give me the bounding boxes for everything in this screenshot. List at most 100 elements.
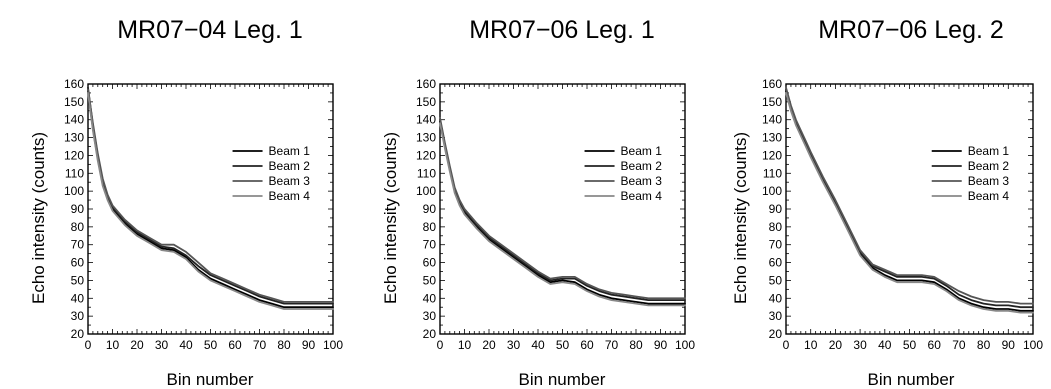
y-tick-label: 110 (417, 166, 436, 180)
x-axis-label: Bin number (167, 370, 254, 389)
legend-label: Beam 1 (621, 144, 663, 158)
y-tick-label: 140 (762, 113, 782, 127)
x-tick-label: 100 (323, 338, 343, 352)
y-tick-label: 110 (763, 166, 782, 180)
x-tick-label: 60 (928, 338, 942, 352)
x-tick-label: 100 (1023, 338, 1043, 352)
panel-title: MR07−06 Leg. 2 (818, 16, 1004, 44)
y-tick-label: 160 (64, 77, 84, 91)
panel-title: MR07−06 Leg. 1 (469, 16, 655, 44)
y-tick-label: 50 (423, 273, 437, 287)
legend-label: Beam 4 (269, 189, 311, 203)
x-tick-label: 30 (155, 338, 169, 352)
legend-label: Beam 2 (968, 159, 1010, 173)
y-tick-label: 20 (769, 327, 783, 341)
x-tick-label: 20 (482, 338, 496, 352)
x-tick-label: 0 (783, 338, 790, 352)
x-tick-label: 70 (605, 338, 619, 352)
y-tick-label: 130 (762, 131, 782, 145)
y-tick-label: 30 (769, 309, 783, 323)
y-tick-label: 150 (762, 95, 782, 109)
x-tick-label: 70 (952, 338, 966, 352)
y-tick-label: 160 (416, 77, 436, 91)
legend-label: Beam 3 (269, 174, 311, 188)
x-tick-label: 20 (829, 338, 843, 352)
y-tick-label: 30 (71, 309, 85, 323)
y-tick-label: 140 (416, 113, 436, 127)
y-tick-label: 80 (769, 220, 783, 234)
y-tick-label: 150 (64, 95, 84, 109)
y-axis-label: Echo intensity (counts) (29, 132, 48, 304)
y-tick-label: 120 (762, 148, 782, 162)
legend-label: Beam 1 (968, 144, 1010, 158)
y-tick-label: 150 (416, 95, 436, 109)
chart-panel-2: MR07−06 Leg. 1 Bin number Echo intensity… (381, 16, 695, 389)
x-tick-label: 10 (106, 338, 120, 352)
x-tick-label: 10 (458, 338, 472, 352)
legend-label: Beam 2 (621, 159, 663, 173)
chart-panel-1: MR07−04 Leg. 1 Bin number Echo intensity… (29, 16, 343, 389)
y-tick-label: 90 (71, 202, 85, 216)
series-line-beam-3 (439, 117, 686, 300)
legend-label: Beam 2 (269, 159, 311, 173)
x-tick-label: 90 (1002, 338, 1016, 352)
y-axis-label: Echo intensity (counts) (381, 132, 400, 304)
y-tick-label: 160 (762, 77, 782, 91)
x-axis-label: Bin number (868, 370, 955, 389)
x-tick-label: 100 (675, 338, 695, 352)
legend-label: Beam 3 (621, 174, 663, 188)
y-tick-label: 130 (416, 131, 436, 145)
x-tick-label: 90 (654, 338, 668, 352)
legend-label: Beam 4 (621, 189, 663, 203)
x-tick-label: 40 (531, 338, 545, 352)
y-tick-label: 140 (64, 113, 84, 127)
x-tick-label: 50 (556, 338, 570, 352)
x-tick-label: 70 (253, 338, 267, 352)
series-line-beam-4 (87, 92, 334, 310)
y-tick-label: 70 (423, 238, 437, 252)
x-tick-label: 50 (903, 338, 917, 352)
x-tick-label: 60 (228, 338, 242, 352)
y-tick-label: 130 (64, 131, 84, 145)
x-tick-label: 30 (507, 338, 521, 352)
x-tick-label: 80 (629, 338, 643, 352)
x-tick-label: 30 (853, 338, 867, 352)
y-tick-label: 20 (71, 327, 85, 341)
x-axis-label: Bin number (519, 370, 606, 389)
x-tick-label: 20 (130, 338, 144, 352)
y-tick-label: 20 (423, 327, 437, 341)
y-tick-label: 30 (423, 309, 437, 323)
y-tick-label: 70 (71, 238, 85, 252)
chart-panel-3: MR07−06 Leg. 2 Bin number Echo intensity… (731, 16, 1043, 389)
x-tick-label: 10 (804, 338, 818, 352)
y-tick-label: 60 (71, 256, 85, 270)
x-tick-label: 0 (85, 338, 92, 352)
series-line-beam-4 (439, 122, 686, 307)
y-tick-label: 100 (64, 184, 84, 198)
y-tick-label: 40 (71, 291, 85, 305)
legend-label: Beam 4 (968, 189, 1010, 203)
series-line-beam-3 (785, 86, 1034, 305)
y-tick-label: 100 (762, 184, 782, 198)
legend-label: Beam 1 (269, 144, 311, 158)
y-tick-label: 40 (769, 291, 783, 305)
y-tick-label: 120 (416, 148, 436, 162)
y-tick-label: 70 (769, 238, 783, 252)
y-tick-label: 100 (416, 184, 436, 198)
panel-title: MR07−04 Leg. 1 (117, 16, 303, 44)
y-tick-label: 90 (769, 202, 783, 216)
legend-label: Beam 3 (968, 174, 1010, 188)
y-tick-label: 60 (769, 256, 783, 270)
x-tick-label: 60 (580, 338, 594, 352)
plot-frame (87, 83, 334, 335)
y-tick-label: 110 (65, 166, 84, 180)
y-tick-label: 40 (423, 291, 437, 305)
x-tick-label: 80 (977, 338, 991, 352)
plot-frame (785, 83, 1034, 335)
y-tick-label: 50 (71, 273, 85, 287)
x-tick-label: 40 (878, 338, 892, 352)
series-line-beam-4 (785, 92, 1034, 314)
x-tick-label: 80 (277, 338, 291, 352)
series-line-beam-3 (87, 88, 334, 303)
